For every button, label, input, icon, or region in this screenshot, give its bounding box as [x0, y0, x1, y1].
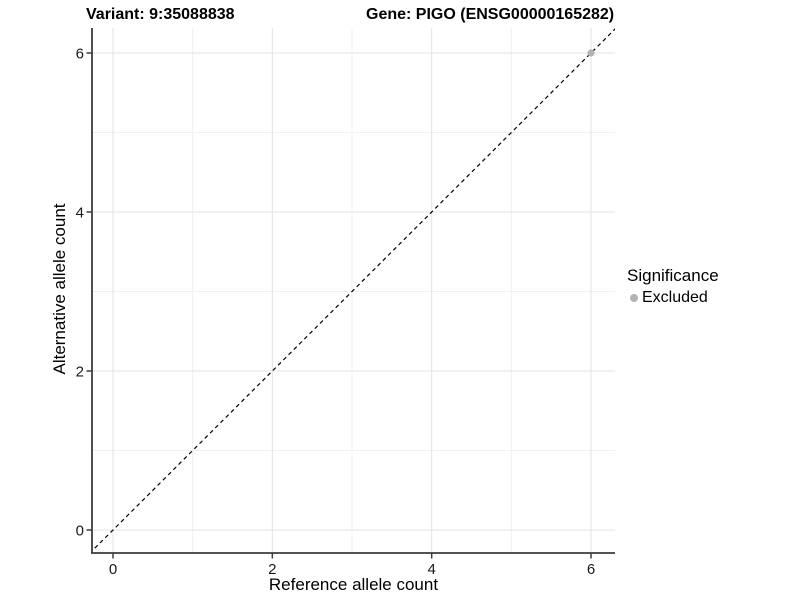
y-tick-label: 4 — [76, 205, 84, 222]
plot-title-variant: Variant: 9:35088838 — [86, 6, 235, 23]
y-axis-title: Alternative allele count — [50, 203, 69, 375]
legend-title: Significance — [627, 266, 719, 285]
x-tick-label: 0 — [109, 561, 117, 578]
legend-key-dot-icon — [630, 294, 638, 302]
y-tick-label: 6 — [76, 46, 84, 63]
identity-reference-line — [92, 28, 615, 552]
y-tick-label: 0 — [76, 523, 84, 540]
plot-title-gene: Gene: PIGO (ENSG00000165282) — [366, 6, 615, 23]
x-axis-title: Reference allele count — [268, 575, 439, 594]
x-tick-label: 4 — [428, 561, 436, 578]
legend-item-excluded: Excluded — [630, 289, 719, 307]
y-tick-label: 2 — [76, 364, 84, 381]
x-tick-label: 2 — [268, 561, 276, 578]
legend-item-label: Excluded — [642, 289, 708, 306]
x-tick-label: 6 — [587, 561, 595, 578]
data-point — [587, 49, 595, 57]
legend: Significance Excluded — [627, 266, 719, 307]
